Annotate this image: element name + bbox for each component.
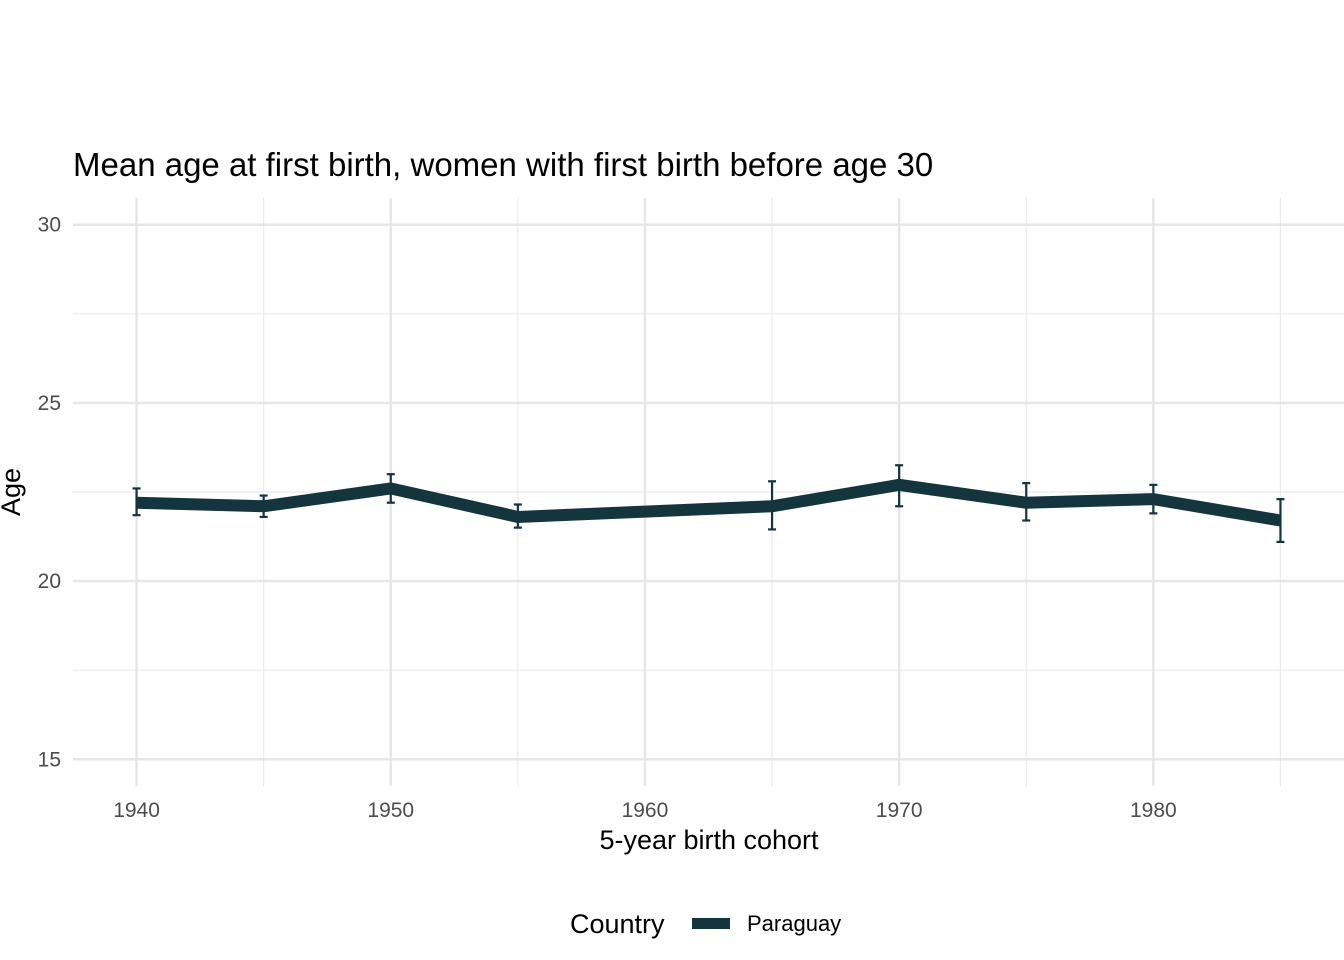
error-bar bbox=[132, 487, 141, 517]
legend-title: Country bbox=[570, 909, 665, 939]
legend: Country Paraguay bbox=[570, 909, 841, 939]
series-layer bbox=[132, 464, 1285, 543]
y-axis-title: Age bbox=[0, 468, 26, 516]
y-tick-label: 15 bbox=[38, 748, 61, 771]
x-tick-label: 1940 bbox=[113, 799, 160, 822]
x-tick-label: 1950 bbox=[367, 799, 414, 822]
data-point bbox=[1025, 502, 1027, 504]
x-tick-label: 1970 bbox=[876, 799, 923, 822]
x-tick-label: 1960 bbox=[622, 799, 669, 822]
legend-label: Paraguay bbox=[747, 911, 841, 936]
x-tick-label: 1980 bbox=[1130, 799, 1177, 822]
y-tick-label: 20 bbox=[38, 570, 61, 593]
legend-items: Paraguay bbox=[692, 911, 841, 936]
legend-swatch bbox=[692, 918, 730, 929]
data-point bbox=[1279, 520, 1281, 522]
legend-item: Paraguay bbox=[692, 911, 841, 936]
chart-title: Mean age at first birth, women with firs… bbox=[73, 146, 933, 183]
data-point bbox=[517, 516, 519, 518]
data-point bbox=[771, 505, 773, 507]
y-tick-label: 25 bbox=[38, 392, 61, 415]
series-line bbox=[136, 478, 1282, 527]
x-axis-title: 5-year birth cohort bbox=[599, 825, 819, 855]
data-point bbox=[136, 502, 138, 504]
data-point bbox=[898, 484, 900, 486]
data-point bbox=[263, 505, 265, 507]
series-paraguay bbox=[132, 464, 1285, 543]
tick-labels: 15 20 25 30 1940 1950 1960 1970 1980 bbox=[38, 214, 1177, 822]
data-point bbox=[644, 511, 646, 513]
data-point bbox=[1152, 498, 1154, 500]
data-point bbox=[390, 487, 392, 489]
y-tick-label: 30 bbox=[38, 214, 61, 237]
